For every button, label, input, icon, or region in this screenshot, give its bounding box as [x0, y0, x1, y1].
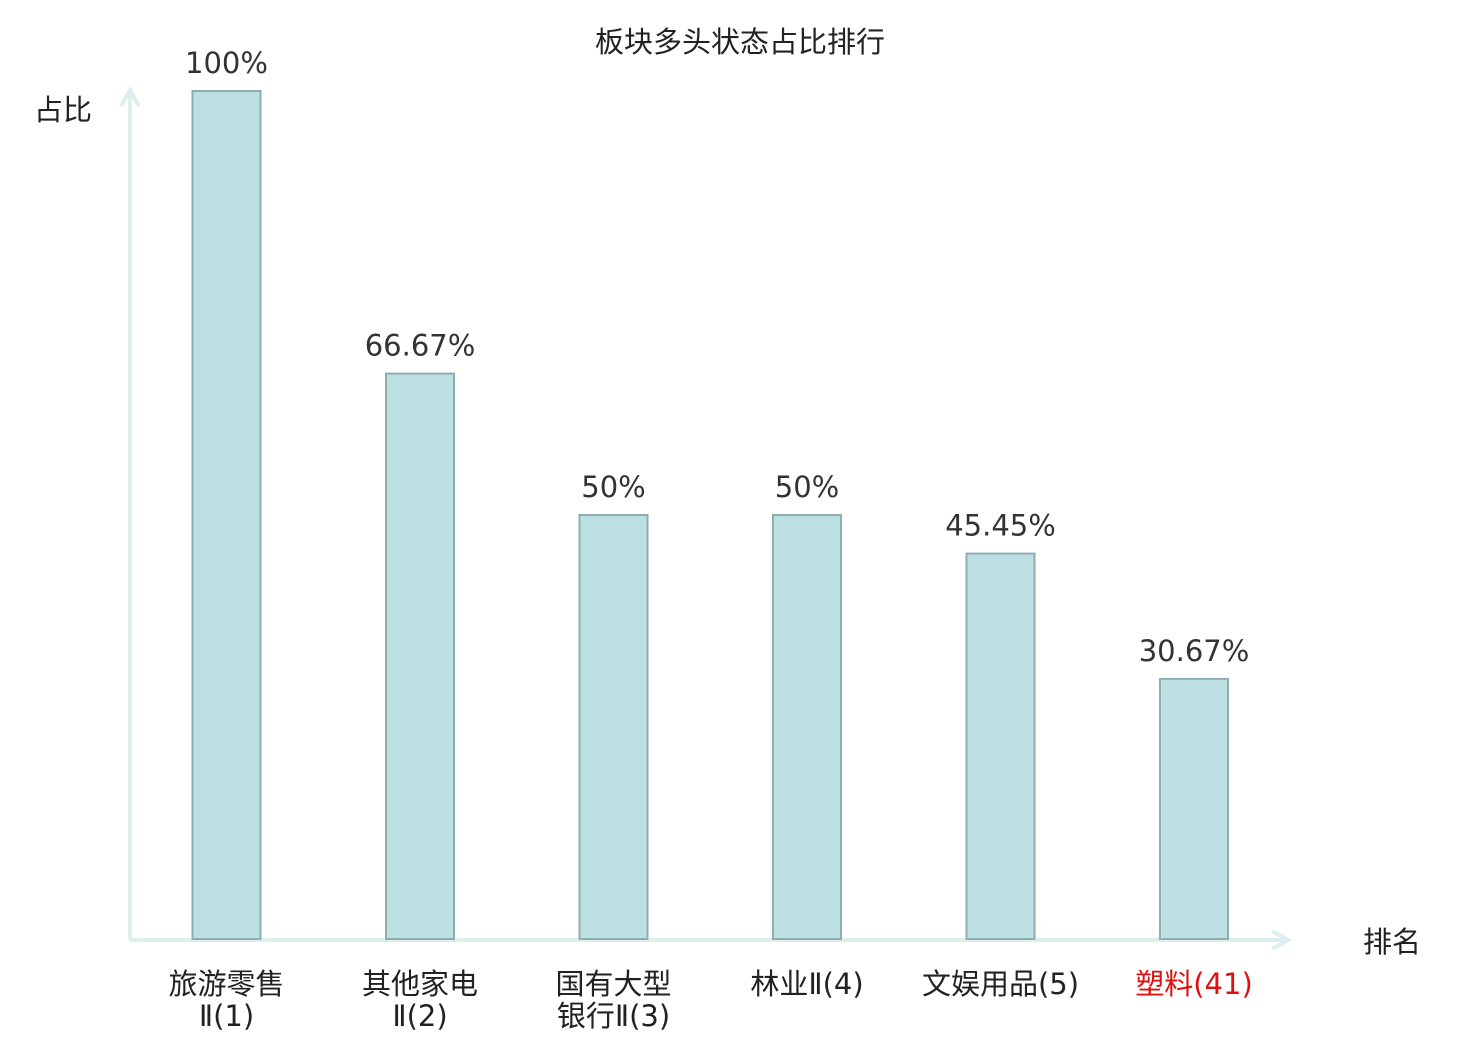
data-label: 50% — [581, 470, 645, 504]
bar — [578, 514, 649, 940]
data-label: 45.45% — [945, 509, 1056, 543]
bar — [1159, 677, 1229, 940]
data-label: 66.67% — [365, 329, 476, 363]
chart-title: 板块多头状态占比排行 — [595, 25, 885, 59]
data-label: 50% — [775, 470, 839, 504]
x-tick-label: Ⅱ(2) — [392, 999, 447, 1033]
x-tick-label: 其他家电 — [362, 967, 478, 1001]
y-axis-arrow-icon — [119, 85, 141, 107]
x-tick-label: 银行Ⅱ(3) — [557, 999, 670, 1033]
bar — [191, 90, 262, 940]
y-axis-label: 占比 — [34, 93, 92, 127]
x-tick-label: 旅游零售 — [168, 967, 284, 1001]
x-tick-label: 塑料(41) — [1135, 967, 1253, 1001]
bar — [772, 514, 842, 940]
data-label: 30.67% — [1139, 634, 1250, 668]
value-labels-group: 100% 66.67% 50% 50% 45.45% 30.67% — [185, 46, 1249, 668]
x-tick-label: 文娱用品(5) — [922, 967, 1079, 1001]
data-label: 100% — [185, 46, 268, 80]
bar — [965, 552, 1036, 940]
x-tick-label: 国有大型 — [555, 967, 671, 1001]
bar — [385, 372, 455, 940]
x-axis-label: 排名 — [1363, 925, 1421, 959]
x-tick-label: Ⅱ(1) — [199, 999, 254, 1033]
axes — [119, 85, 1293, 951]
x-axis-arrow-icon — [1271, 929, 1293, 951]
x-tick-label: 林业Ⅱ(4) — [750, 967, 863, 1001]
bars-group — [191, 90, 1229, 940]
